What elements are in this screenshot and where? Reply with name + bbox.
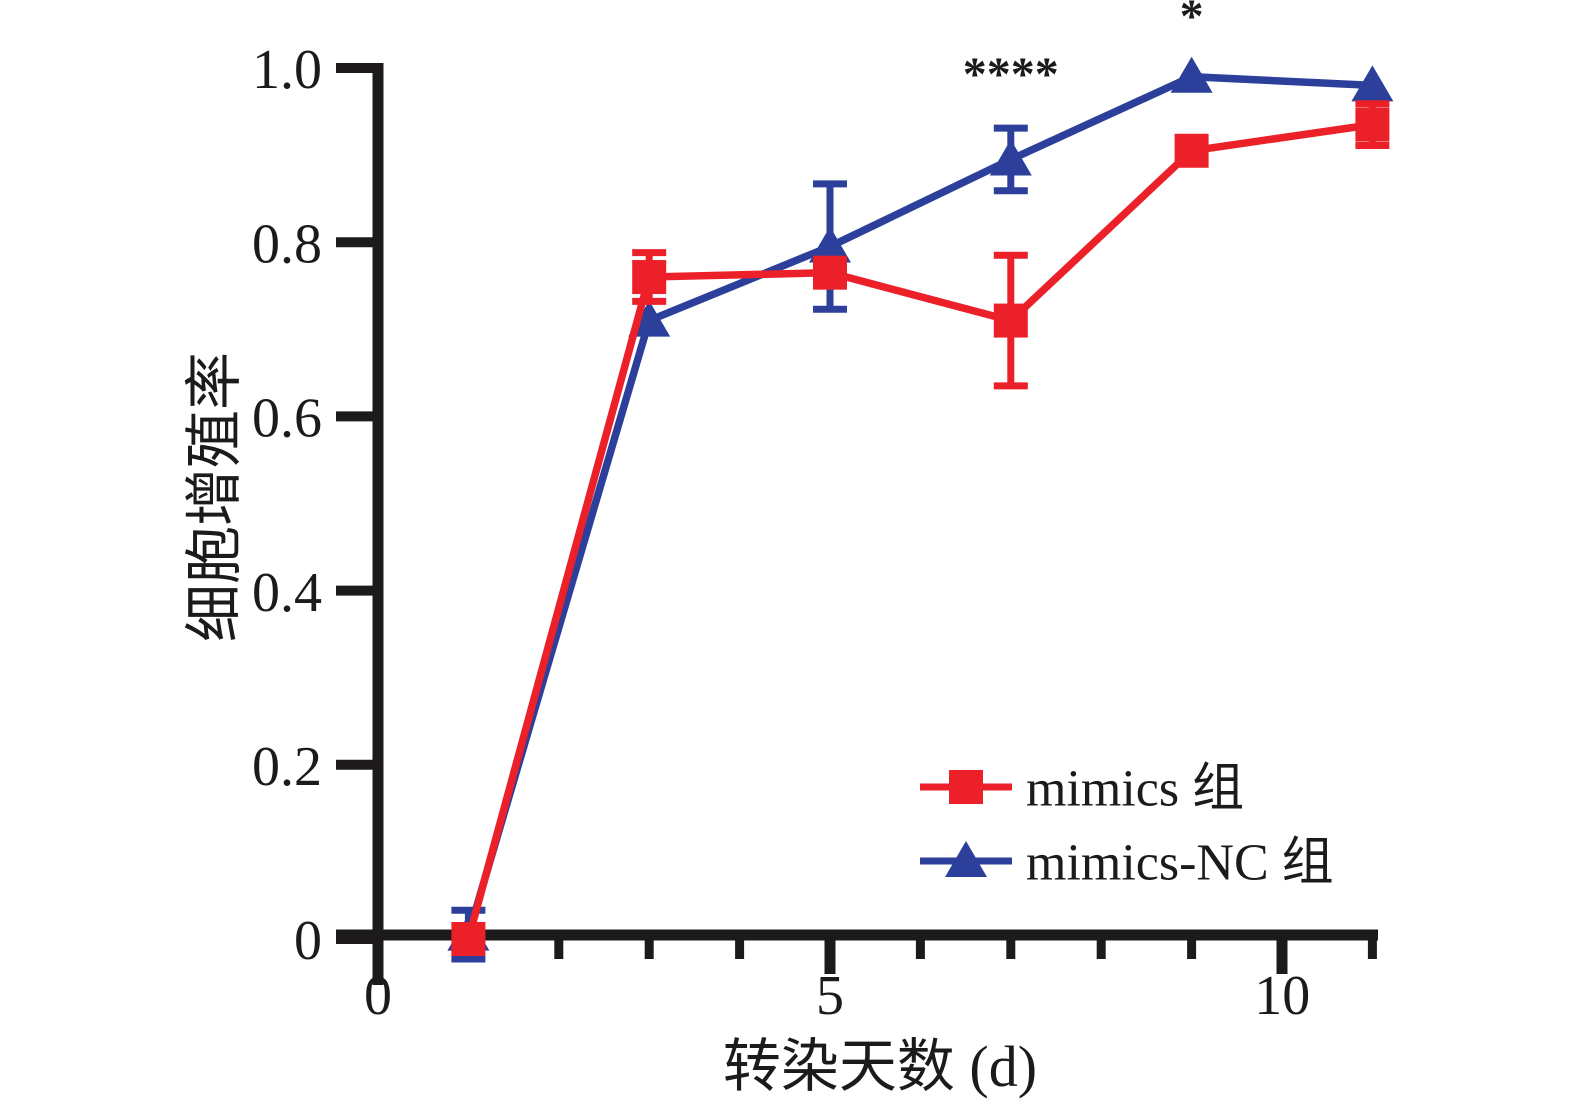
chart-text: 0 0.2 0.4 0.6 0.8 1.0 0 5 10 转染天数 (d) 细胞… <box>182 0 1334 1099</box>
x-tick-label-5: 5 <box>816 965 844 1027</box>
y-tick-label-0.8: 0.8 <box>252 213 322 275</box>
marker-mimics <box>632 260 667 295</box>
marker-mimics <box>813 255 847 290</box>
marker-mimics-nc <box>1170 56 1213 93</box>
chart-shapes <box>336 56 1394 985</box>
marker-mimics-nc <box>989 139 1032 176</box>
legend-label-mimics: mimics 组 <box>1026 761 1244 818</box>
marker-mimics-nc <box>1351 65 1394 102</box>
x-axis-title: 转染天数 (d) <box>723 1034 1037 1099</box>
significance-1star-day9: * <box>1180 0 1204 43</box>
legend-marker-mimics-nc <box>945 841 987 877</box>
y-axis-title: 细胞增殖率 <box>182 352 247 642</box>
marker-mimics <box>1355 107 1390 142</box>
y-tick-label-0.6: 0.6 <box>252 388 322 450</box>
series-line-mimics-nc <box>464 72 1373 936</box>
series-line-mimics <box>464 120 1373 940</box>
marker-mimics <box>1174 133 1209 168</box>
marker-mimics <box>451 922 486 956</box>
y-tick-label-0.2: 0.2 <box>252 736 322 798</box>
marker-mimics-nc <box>809 226 851 263</box>
legend-marker-mimics <box>949 770 983 804</box>
x-tick-label-10: 10 <box>1254 965 1310 1027</box>
significance-4stars-day7: **** <box>963 48 1059 101</box>
x-tick-label-0: 0 <box>364 965 392 1027</box>
y-tick-label-0: 0 <box>294 910 322 972</box>
y-tick-label-0.4: 0.4 <box>252 562 322 624</box>
marker-mimics <box>993 303 1028 338</box>
y-tick-label-1.0: 1.0 <box>252 39 322 101</box>
legend-label-mimics-nc: mimics-NC 组 <box>1026 835 1334 892</box>
